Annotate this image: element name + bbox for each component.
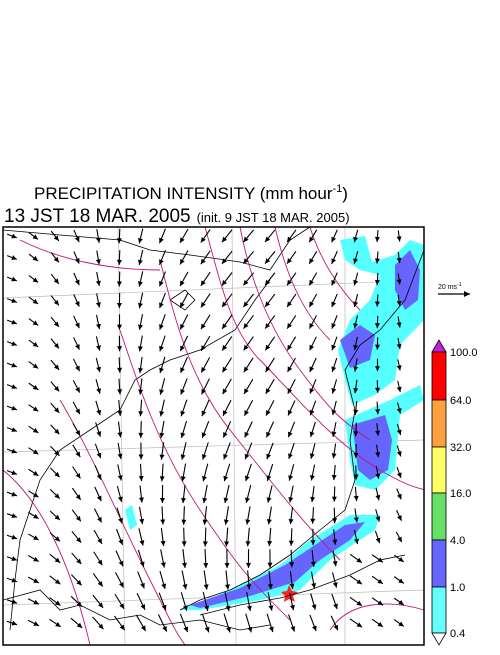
title-text: PRECIPITATION INTENSITY (mm hour: [34, 184, 333, 203]
map-area: [3, 227, 424, 645]
wind-scale-arrow: [438, 291, 470, 297]
colorbar-segment: [432, 447, 446, 493]
colorbar-label: 64.0: [450, 395, 471, 407]
init-label: (init. 9 JST 18 MAR. 2005): [197, 210, 350, 225]
colorbar-label: 32.0: [450, 442, 471, 454]
wind-scale-sup: -1: [457, 282, 462, 288]
colorbar-segment: [432, 587, 446, 633]
time-label: 13 JST 18 MAR. 2005: [4, 206, 191, 227]
colorbar-label: 100.0: [450, 347, 478, 359]
colorbar-segment: [432, 493, 446, 540]
title-sup: -1: [332, 183, 342, 195]
colorbar-segment: [432, 400, 446, 447]
title: PRECIPITATION INTENSITY (mm hour-1): [34, 183, 348, 203]
colorbar-label: 1.0: [450, 582, 465, 594]
wind-scale-text: 20 ms: [438, 284, 458, 291]
colorbar-label: 4.0: [450, 535, 465, 547]
wind-scale-head: [464, 291, 470, 297]
colorbar-segment: [432, 540, 446, 587]
colorbar-label: 16.0: [450, 488, 471, 500]
colorbar-extend: [432, 633, 446, 645]
colorbar-extend: [432, 340, 446, 352]
colorbar-label: 0.4: [450, 628, 465, 640]
subtitle: 13 JST 18 MAR. 2005 (init. 9 JST 18 MAR. …: [4, 206, 350, 227]
title-end: ): [342, 184, 348, 203]
colorbar: [432, 340, 446, 645]
wind-scale-label: 20 ms-1: [438, 282, 462, 291]
colorbar-segment: [432, 352, 446, 400]
